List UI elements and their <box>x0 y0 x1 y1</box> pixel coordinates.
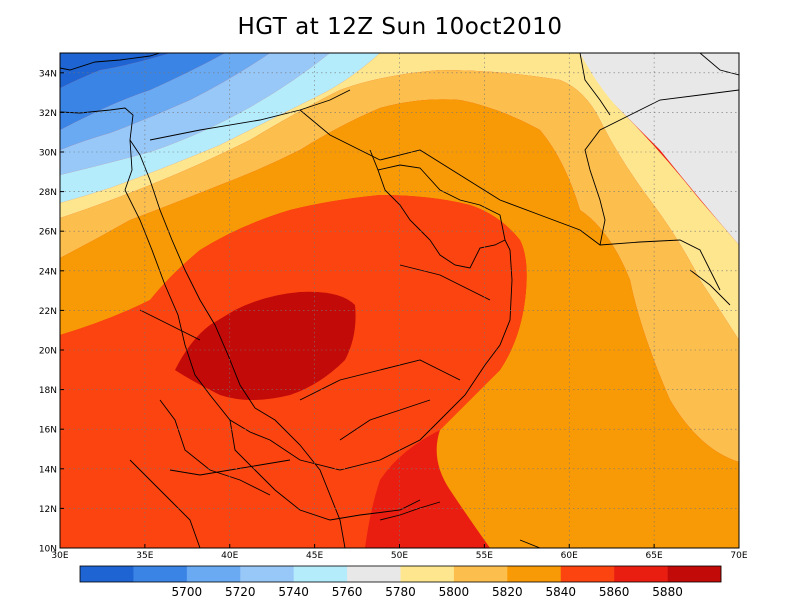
lon-tick-label: 30E <box>51 551 68 561</box>
lon-tick-label: 65E <box>646 551 663 561</box>
lat-tick-label: 10N <box>39 545 57 555</box>
lon-tick-label: 45E <box>306 551 323 561</box>
lon-tick-label: 50E <box>391 551 408 561</box>
colorbar-label: 5860 <box>599 585 630 599</box>
lat-lon-gridlines <box>60 53 739 548</box>
lat-tick-label: 24N <box>39 267 57 277</box>
lon-tick-label: 60E <box>561 551 578 561</box>
colorbar-swatch <box>507 566 562 582</box>
lat-tick-label: 20N <box>39 347 57 357</box>
colorbar-swatch <box>400 566 455 582</box>
map-title: HGT at 12Z Sun 10oct2010 <box>237 14 563 40</box>
contour-band <box>60 53 170 88</box>
contour-band <box>515 516 562 548</box>
colorbar-swatch <box>293 566 348 582</box>
lat-tick-label: 34N <box>39 69 57 79</box>
colorbar-swatch <box>186 566 241 582</box>
lat-tick-label: 30N <box>39 149 57 159</box>
lon-tick-label: 55E <box>476 551 493 561</box>
contour-band <box>60 70 739 462</box>
colorbar: 5700 5720 5740 5760 5780 5800 5820 5840 5860 5880 <box>79 565 722 599</box>
colorbar-swatch <box>667 566 722 582</box>
colorbar-swatch <box>347 566 401 582</box>
colorbar-label: 5720 <box>225 585 256 599</box>
lat-tick-label: 18N <box>39 386 57 396</box>
lat-tick-label: 32N <box>39 109 57 119</box>
coastlines-and-borders <box>60 53 739 548</box>
longitude-tick-labels: 30E 35E 40E 45E 50E 55E 60E 65E 70E <box>51 544 748 561</box>
lat-tick-label: 12N <box>39 505 57 515</box>
contour-band <box>60 53 380 203</box>
colorbar-label: 5820 <box>492 585 523 599</box>
lat-tick-label: 26N <box>39 228 57 238</box>
colorbar-swatch <box>560 566 615 582</box>
contour-band <box>175 291 356 400</box>
colorbar-label: 5780 <box>385 585 416 599</box>
colorbar-swatch <box>453 566 508 582</box>
lat-tick-label: 28N <box>39 188 57 198</box>
contour-band <box>60 53 225 130</box>
contour-band <box>60 53 270 150</box>
lat-tick-label: 14N <box>39 465 57 475</box>
colorbar-swatch <box>80 566 134 582</box>
contour-band <box>60 53 330 175</box>
colorbar-label: 5760 <box>332 585 363 599</box>
colorbar-label: 5840 <box>545 585 576 599</box>
colorbar-label: 5880 <box>652 585 683 599</box>
lat-tick-label: 16N <box>39 426 57 436</box>
colorbar-label: 5740 <box>278 585 309 599</box>
colorbar-frame <box>79 565 722 583</box>
lat-tick-label: 22N <box>39 307 57 317</box>
lon-tick-label: 70E <box>730 551 747 561</box>
colorbar-swatch <box>133 566 188 582</box>
colorbar-swatch <box>614 566 668 582</box>
lon-tick-label: 40E <box>221 551 238 561</box>
lon-tick-label: 35E <box>136 551 153 561</box>
colorbar-swatch <box>240 566 294 582</box>
colorbar-label: 5700 <box>172 585 203 599</box>
latitude-tick-labels: 34N 32N 30N 28N 26N 24N 22N 20N 18N 16N 14N 12N 10N <box>39 69 64 555</box>
contour-band <box>580 53 739 245</box>
colorbar-label: 5800 <box>439 585 470 599</box>
